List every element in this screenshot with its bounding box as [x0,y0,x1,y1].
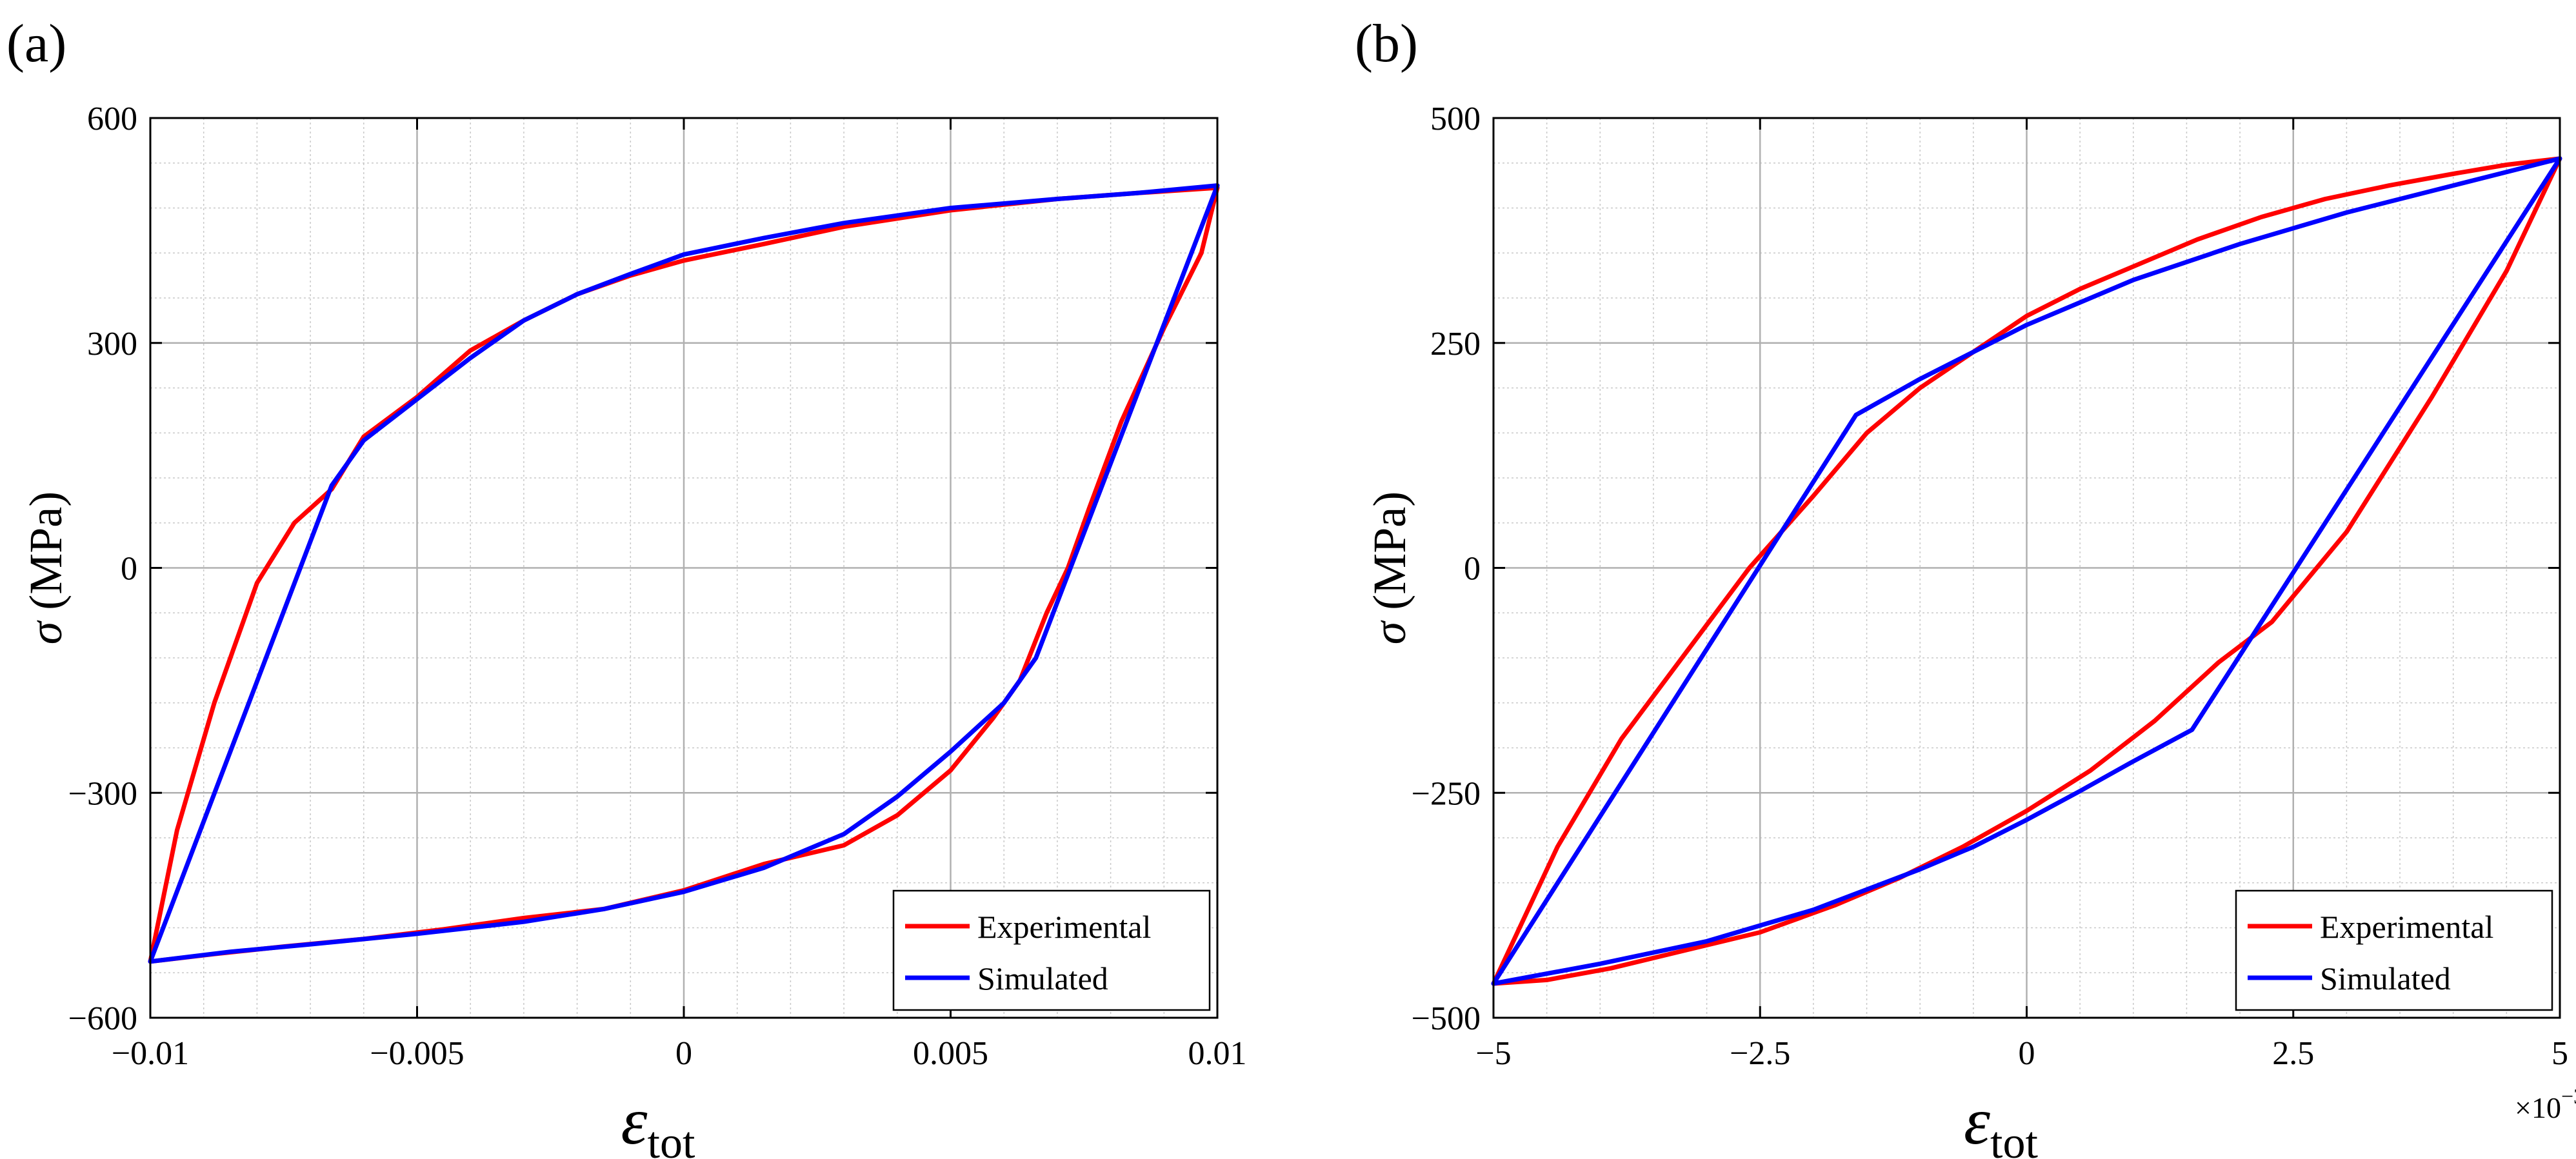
x-tick-label: −2.5 [1730,1035,1790,1072]
y-axis-label: σ (MPa) [20,491,72,645]
ticks [149,117,1219,1019]
chart-panel-b: −5 −2.5 0 2.5 5 −500 −250 0 250 500 ×10−3 εtot σ (MP… [1355,14,2576,1159]
y-tick-label: −500 [1412,1000,1481,1037]
x-tick-label: 0.005 [913,1035,988,1072]
legend: Experimental Simulated [2235,889,2553,1011]
y-tick-label: 600 [87,101,137,137]
x-tick-label: −0.01 [112,1035,189,1072]
legend-label-experimental: Experimental [2320,909,2493,945]
y-tick-label: −300 [68,775,137,812]
series-line-simulated [1491,156,2562,986]
legend-label-experimental: Experimental [977,909,1151,945]
legend-label-simulated: Simulated [2320,960,2451,996]
panel-label: (b) [1355,14,1418,74]
panel-label: (a) [6,14,66,74]
y-axis-label: σ (MPa) [1364,491,1415,645]
legend-box [892,889,1211,1011]
x-tick-label: −5 [1475,1035,1511,1072]
x-tick-label: 0 [675,1035,692,1072]
x-tick-label: −0.005 [370,1035,464,1072]
x-axis-label: εtot [1964,1084,2038,1159]
y-tick-label: 0 [1464,551,1481,588]
ticks [1492,117,2561,1019]
y-tick-label: 300 [87,326,137,362]
y-tick-label: −600 [68,1000,137,1037]
y-tick-label: 500 [1430,101,1481,137]
y-tick-label: 250 [1430,326,1481,362]
x-tick-label: 5 [2551,1035,2568,1072]
series-line-simulated [148,183,1220,964]
x-axis-label: εtot [621,1084,695,1159]
x-axis-multiplier: ×10−3 [2515,1085,2576,1124]
legend: Experimental Simulated [892,889,1211,1011]
legend-label-simulated: Simulated [977,960,1108,996]
x-tick-label: 0.01 [1188,1035,1247,1072]
legend-box [2235,889,2553,1011]
y-tick-label: −250 [1412,775,1481,812]
x-tick-label: 0 [2019,1035,2035,1072]
x-tick-label: 2.5 [2272,1035,2314,1072]
y-tick-label: 0 [121,551,137,588]
chart-panel-a: −0.01 −0.005 0 0.005 0.01 −600 −300 0 300 600 εtot… [6,14,1247,1159]
